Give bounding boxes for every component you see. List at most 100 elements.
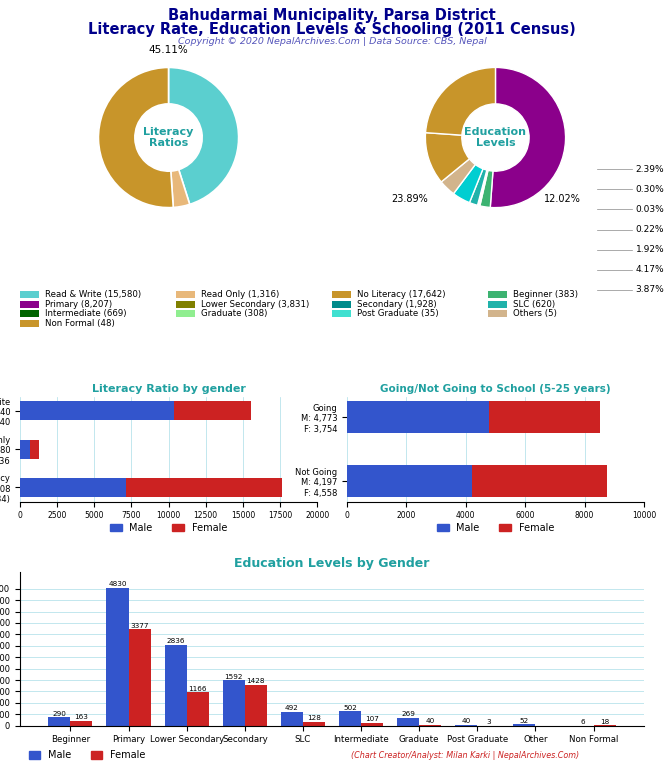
Text: 269: 269 — [401, 711, 415, 717]
Text: Intermediate (669): Intermediate (669) — [45, 310, 126, 318]
Text: Primary (8,207): Primary (8,207) — [45, 300, 112, 309]
Bar — [129, 629, 151, 726]
Text: Beginner (383): Beginner (383) — [513, 290, 578, 300]
Bar — [303, 722, 325, 726]
Text: 1592: 1592 — [224, 674, 243, 680]
Title: Going/Not Going to School (5-25 years): Going/Not Going to School (5-25 years) — [380, 384, 611, 394]
Bar — [489, 402, 600, 433]
Wedge shape — [479, 170, 487, 206]
Text: Graduate (308): Graduate (308) — [201, 310, 268, 318]
Text: Education
Levels: Education Levels — [465, 127, 527, 148]
Text: (Chart Creator/Analyst: Milan Karki | NepalArchives.Com): (Chart Creator/Analyst: Milan Karki | Ne… — [351, 751, 579, 760]
Text: No Literacy (17,642): No Literacy (17,642) — [357, 290, 446, 300]
Bar — [397, 718, 419, 726]
Bar — [165, 645, 187, 726]
Bar — [176, 291, 195, 298]
Bar — [361, 723, 383, 726]
Text: 4.17%: 4.17% — [635, 265, 664, 274]
Text: 2.39%: 2.39% — [635, 164, 664, 174]
Text: Copyright © 2020 NepalArchives.Com | Data Source: CBS, Nepal: Copyright © 2020 NepalArchives.Com | Dat… — [178, 37, 486, 46]
Text: 1.92%: 1.92% — [635, 245, 664, 254]
Bar — [245, 685, 267, 726]
Text: Bahudarmai Municipality, Parsa District: Bahudarmai Municipality, Parsa District — [168, 8, 496, 23]
Bar — [456, 725, 477, 726]
Text: 502: 502 — [343, 705, 357, 710]
Bar — [347, 402, 489, 433]
Text: 492: 492 — [285, 705, 299, 711]
Bar — [332, 301, 351, 308]
Wedge shape — [441, 159, 475, 194]
Text: 18: 18 — [600, 719, 610, 724]
Text: 0.22%: 0.22% — [635, 225, 664, 234]
Text: 3.87%: 3.87% — [635, 286, 664, 294]
Wedge shape — [490, 68, 566, 207]
Bar — [332, 291, 351, 298]
Text: 3.81%: 3.81% — [0, 767, 1, 768]
Bar — [30, 439, 39, 458]
Bar — [339, 711, 361, 726]
Legend: Male, Female: Male, Female — [106, 519, 231, 537]
Text: 45.11%: 45.11% — [149, 45, 189, 55]
Wedge shape — [169, 68, 238, 204]
Wedge shape — [469, 169, 487, 205]
Text: 1166: 1166 — [189, 686, 207, 692]
Bar — [20, 439, 30, 458]
Title: Literacy Ratio by gender: Literacy Ratio by gender — [92, 384, 246, 394]
Wedge shape — [426, 68, 495, 135]
Text: 12.02%: 12.02% — [544, 194, 580, 204]
Text: SLC (620): SLC (620) — [513, 300, 555, 309]
Wedge shape — [171, 170, 190, 207]
Bar — [20, 319, 39, 326]
Text: 0.30%: 0.30% — [635, 185, 664, 194]
Bar — [70, 721, 92, 726]
Text: Secondary (1,928): Secondary (1,928) — [357, 300, 437, 309]
Bar — [176, 301, 195, 308]
Bar — [488, 291, 507, 298]
Text: 52: 52 — [520, 717, 529, 723]
Text: 1428: 1428 — [246, 678, 265, 684]
Text: 51.18%: 51.18% — [0, 767, 1, 768]
Text: Non Formal (48): Non Formal (48) — [45, 319, 115, 328]
Text: 3377: 3377 — [130, 623, 149, 629]
Bar — [173, 402, 252, 420]
Text: Post Graduate (35): Post Graduate (35) — [357, 310, 439, 318]
Legend: Male, Female: Male, Female — [433, 519, 558, 537]
Text: 51.08%: 51.08% — [0, 767, 1, 768]
Bar — [20, 310, 39, 317]
Text: 40: 40 — [461, 718, 471, 724]
Bar — [187, 693, 208, 726]
Wedge shape — [98, 68, 173, 207]
Title: Education Levels by Gender: Education Levels by Gender — [234, 558, 430, 571]
Text: Read & Write (15,580): Read & Write (15,580) — [45, 290, 141, 300]
Bar — [332, 310, 351, 317]
Wedge shape — [480, 170, 493, 207]
Text: 290: 290 — [52, 710, 66, 717]
Text: 163: 163 — [74, 714, 88, 720]
Bar — [488, 301, 507, 308]
Wedge shape — [426, 133, 469, 182]
Wedge shape — [479, 170, 488, 206]
Bar — [347, 465, 471, 497]
Bar — [419, 725, 442, 726]
Text: Others (5): Others (5) — [513, 310, 557, 318]
Text: 6: 6 — [580, 719, 585, 725]
Bar — [222, 680, 245, 726]
Bar — [471, 465, 607, 497]
Wedge shape — [454, 164, 483, 203]
Legend: Male, Female: Male, Female — [25, 746, 149, 764]
Bar — [106, 588, 129, 726]
Bar — [176, 310, 195, 317]
Text: Literacy
Ratios: Literacy Ratios — [143, 127, 194, 148]
Bar — [125, 478, 282, 497]
Bar — [20, 301, 39, 308]
Text: 0.03%: 0.03% — [635, 205, 664, 214]
Bar — [20, 291, 39, 298]
Bar — [488, 310, 507, 317]
Bar — [48, 717, 70, 726]
Text: 4830: 4830 — [108, 581, 127, 587]
Bar — [20, 402, 173, 420]
Bar — [20, 478, 125, 497]
Text: Read Only (1,316): Read Only (1,316) — [201, 290, 279, 300]
Text: 2836: 2836 — [167, 638, 185, 644]
Text: Lower Secondary (3,831): Lower Secondary (3,831) — [201, 300, 309, 309]
